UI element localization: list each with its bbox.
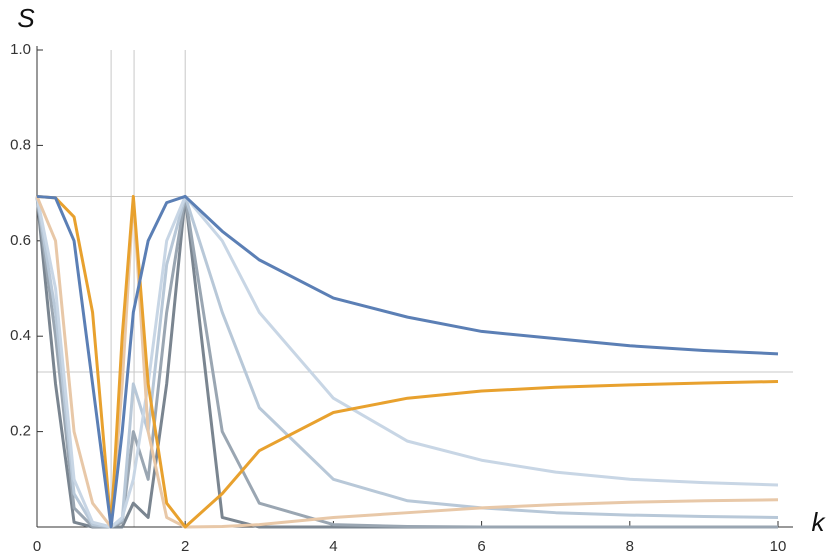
x-tick-label: 6 (477, 538, 485, 555)
series-line (36, 194, 779, 529)
y-tick-label: 0.2 (10, 423, 31, 440)
x-axis-label: k (812, 507, 827, 537)
x-tick-label: 10 (770, 538, 787, 555)
x-tick-label: 0 (33, 538, 41, 555)
y-axis-label: S (17, 3, 35, 33)
y-tick-label: 0.4 (10, 327, 31, 344)
y-tick-label: 0.8 (10, 136, 31, 153)
y-tick-label: 0.6 (10, 232, 31, 249)
y-tick-label: 1.0 (10, 41, 31, 58)
x-tick-label: 8 (626, 538, 634, 555)
x-tick-label: 2 (181, 538, 189, 555)
x-tick-label: 4 (329, 538, 337, 555)
series-line (36, 194, 779, 529)
